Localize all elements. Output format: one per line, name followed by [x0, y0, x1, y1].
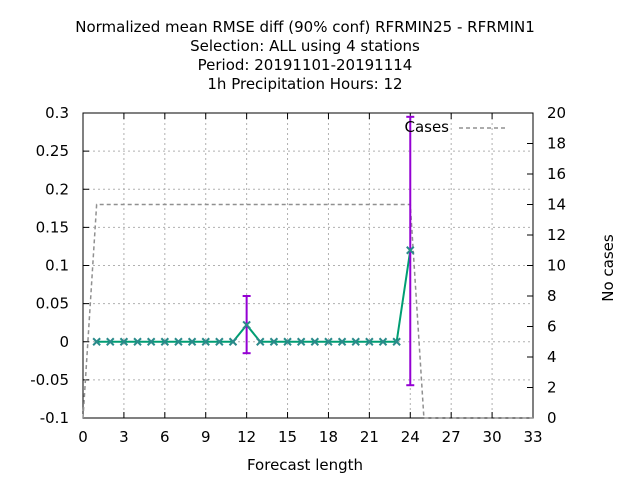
data-point-stroke	[351, 337, 360, 346]
x-tick-label: 27	[442, 428, 461, 446]
y2-tick-label: 0	[547, 409, 557, 427]
data-point	[92, 337, 101, 346]
data-point-stroke	[215, 337, 224, 346]
data-point	[269, 337, 279, 346]
data-point	[283, 337, 292, 346]
y2-tick-label: 4	[547, 348, 557, 366]
data-point-stroke	[133, 337, 142, 346]
data-point	[119, 337, 129, 346]
series-line-rmse-diff	[96, 250, 412, 343]
legend-label-cases: Cases	[404, 118, 449, 136]
legend: Cases	[404, 118, 505, 136]
y2-axis: 0 2 4 6 8 10 12 14 16 18 20	[527, 104, 566, 427]
y2-tick-label: 16	[547, 165, 566, 183]
x-tick-label: 21	[360, 428, 379, 446]
data-point-stroke	[242, 320, 251, 330]
data-point	[146, 337, 156, 346]
y2-tick-label: 6	[547, 318, 557, 336]
data-point	[392, 337, 401, 346]
data-point-stroke	[392, 337, 401, 346]
data-point	[256, 337, 265, 346]
data-point-stroke	[296, 337, 306, 346]
data-point	[378, 337, 388, 346]
data-point-stroke	[269, 337, 279, 346]
series-line-cases	[82, 203, 533, 419]
y2-tick-label: 2	[547, 379, 557, 397]
data-point-stroke	[378, 337, 388, 346]
y2-tick-label: 14	[547, 196, 566, 214]
y-tick-label: 0.3	[45, 104, 69, 122]
x-tick-label: 15	[278, 428, 297, 446]
data-point-stroke	[187, 337, 197, 346]
x-tick-label: 9	[201, 428, 211, 446]
data-point	[406, 246, 415, 255]
data-point	[296, 337, 306, 346]
data-point	[106, 337, 115, 346]
data-point-stroke	[160, 337, 170, 346]
x-tick-label: 24	[401, 428, 420, 446]
data-point-stroke	[365, 337, 374, 346]
data-point-stroke	[406, 246, 415, 255]
data-point	[324, 337, 333, 346]
y-tick-label: 0.15	[36, 218, 69, 236]
x-tick-label: 3	[119, 428, 129, 446]
data-point-stroke	[337, 337, 347, 346]
data-point	[215, 337, 224, 346]
y-tick-label: 0.2	[45, 180, 69, 198]
chart-title-line: Selection: ALL using 4 stations	[190, 37, 420, 55]
data-point-stroke	[324, 337, 333, 346]
chart-title-line: Normalized mean RMSE diff (90% conf) RFR…	[75, 18, 535, 36]
data-point-stroke	[228, 337, 238, 346]
data-point	[228, 337, 238, 346]
y-tick-label: 0	[59, 333, 69, 351]
data-point-stroke	[174, 337, 183, 346]
data-point-stroke	[256, 337, 265, 346]
y-tick-label: 0.05	[36, 295, 69, 313]
data-point	[133, 337, 142, 346]
y-tick-label: 0.1	[45, 257, 69, 275]
y2-tick-label: 18	[547, 135, 566, 153]
data-point-stroke	[201, 337, 210, 346]
data-point	[187, 337, 197, 346]
y2-tick-label: 8	[547, 287, 557, 305]
x-axis-label: Forecast length	[247, 456, 363, 474]
y-tick-label: -0.1	[40, 409, 69, 427]
x-tick-label: 12	[237, 428, 256, 446]
y2-tick-label: 12	[547, 226, 566, 244]
data-point	[351, 337, 360, 346]
data-point	[174, 337, 183, 346]
data-point-stroke	[92, 337, 101, 346]
x-tick-label: 18	[319, 428, 338, 446]
chart-title: Normalized mean RMSE diff (90% conf) RFR…	[75, 18, 535, 93]
chart-title-line: 1h Precipitation Hours: 12	[207, 75, 402, 93]
data-point	[201, 337, 210, 346]
x-axis: 0 3 6 9 12 15 18 21 24 27 30 33	[78, 113, 543, 446]
series	[82, 115, 533, 419]
y2-axis-label: No cases	[599, 234, 617, 302]
data-point	[365, 337, 374, 346]
data-point-stroke	[119, 337, 129, 346]
data-point	[160, 337, 170, 346]
data-point	[337, 337, 347, 346]
data-point	[310, 337, 320, 346]
x-tick-label: 33	[523, 428, 542, 446]
x-tick-label: 30	[483, 428, 502, 446]
y-tick-label: 0.25	[36, 142, 69, 160]
y2-tick-label: 20	[547, 104, 566, 122]
y-axis: -0.1 -0.05 0 0.05 0.1 0.15 0.2 0.25 0.3	[30, 104, 89, 427]
y2-tick-label: 10	[547, 257, 566, 275]
y-tick-label: -0.05	[30, 371, 69, 389]
data-point-stroke	[283, 337, 292, 346]
x-tick-label: 6	[160, 428, 170, 446]
chart-title-line: Period: 20191101-20191114	[198, 56, 413, 74]
grid	[83, 113, 533, 418]
data-point-stroke	[310, 337, 320, 346]
x-tick-label: 0	[78, 428, 88, 446]
data-point	[242, 320, 251, 330]
data-point-stroke	[146, 337, 156, 346]
data-point-stroke	[106, 337, 115, 346]
